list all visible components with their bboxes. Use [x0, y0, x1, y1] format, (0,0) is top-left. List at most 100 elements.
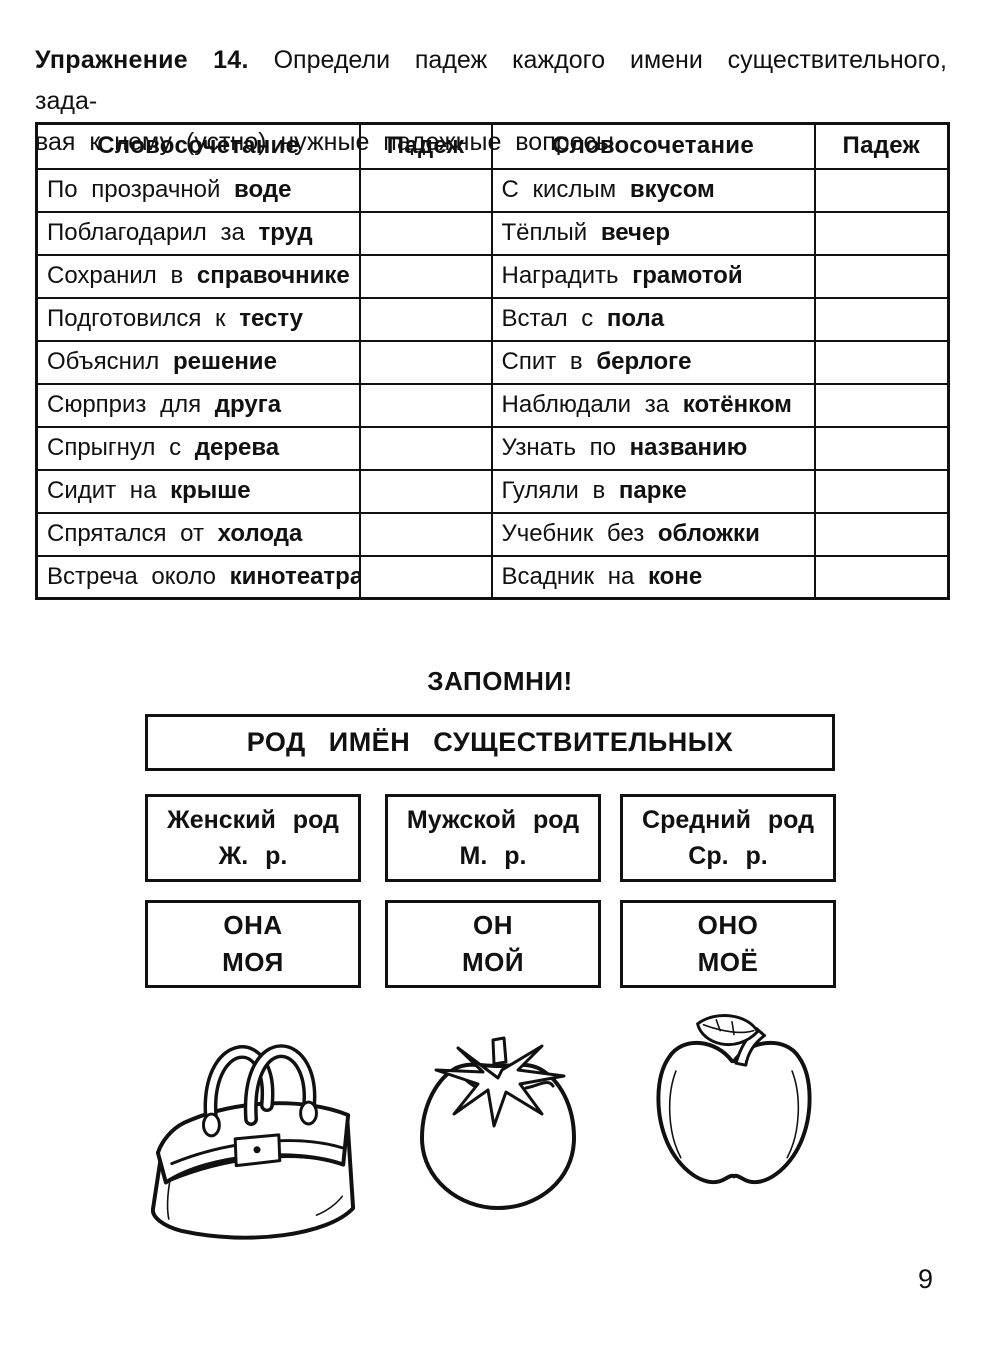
apple-illustration [645, 1010, 823, 1202]
phrase-keyword: пола [606, 305, 665, 332]
phrase-keyword: парке [618, 477, 687, 504]
phrase-cell: Объяснил решение [35, 339, 361, 385]
phrase-keyword: холода [217, 520, 303, 547]
phrase-cell: Учебник без обложки [490, 511, 816, 557]
pronoun-box-feminine: ОНА МОЯ [145, 900, 361, 988]
case-answer-cell [358, 253, 493, 299]
phrase-cell: Сохранил в справочнике [35, 253, 361, 299]
phrase-text: Спит в [501, 348, 583, 375]
phrase-keyword: воде [234, 176, 292, 203]
gender-abbr: Ср. р. [688, 842, 768, 870]
phrase-keyword: тесту [239, 305, 304, 332]
phrase-cell: По прозрачной воде [35, 167, 361, 213]
phrase-case-table: Словосочетание Падеж Словосочетание Паде… [35, 122, 950, 600]
case-answer-cell [358, 339, 493, 385]
pronoun: ОНА [223, 910, 283, 940]
phrase-cell: Сидит на крыше [35, 468, 361, 514]
phrase-text: Встал с [501, 305, 594, 332]
table-row: Сидит на крыше Гуляли в парке [35, 468, 950, 514]
noun-gender-title-box: РОД ИМЁН СУЩЕСТВИТЕЛЬНЫХ [145, 714, 835, 771]
phrase-cell: Спрятался от холода [35, 511, 361, 557]
phrase-text: Сюрприз для [47, 391, 202, 418]
gender-name: Женский род [167, 806, 339, 834]
phrase-text: Спрыгнул с [47, 434, 182, 461]
case-answer-cell [813, 296, 950, 342]
case-answer-cell [813, 382, 950, 428]
phrase-cell: Подготовился к тесту [35, 296, 361, 342]
case-answer-cell [358, 554, 493, 600]
case-answer-cell [813, 511, 950, 557]
phrase-text: Узнать по [501, 434, 616, 461]
phrase-cell: Всадник на коне [490, 554, 816, 600]
exercise-number: Упражнение 14. [35, 46, 249, 74]
instructions-line-1: Упражнение 14. Определи падеж каждого им… [35, 40, 947, 122]
phrase-keyword: справочнике [196, 262, 350, 289]
phrase-text: Тёплый [501, 219, 588, 246]
phrase-cell: Встреча около кинотеатра [35, 554, 361, 600]
phrase-cell: Наблюдали за котёнком [490, 382, 816, 428]
case-answer-cell [358, 210, 493, 256]
handbag-illustration [148, 1002, 366, 1240]
case-answer-cell [358, 382, 493, 428]
column-header-phrase: Словосочетание [490, 122, 816, 170]
table-row: По прозрачной воде С кислым вкусом [35, 167, 950, 213]
pronoun-box-neuter: ОНО МОЁ [620, 900, 836, 988]
gender-abbr: М. р. [459, 842, 527, 870]
phrase-text: Сидит на [47, 477, 157, 504]
table-row: Сохранил в справочнике Наградить грамото… [35, 253, 950, 299]
phrase-text: Подготовился к [47, 305, 226, 332]
phrase-cell: Встал с пола [490, 296, 816, 342]
phrase-cell: Сюрприз для друга [35, 382, 361, 428]
phrase-keyword: вкусом [629, 176, 715, 203]
possessive: МОЁ [697, 947, 759, 977]
table-row: Сюрприз для друга Наблюдали за котёнком [35, 382, 950, 428]
case-answer-cell [813, 167, 950, 213]
case-answer-cell [813, 253, 950, 299]
phrase-cell: Узнать по названию [490, 425, 816, 471]
pronoun: ОНО [697, 910, 759, 940]
phrase-cell: Спрыгнул с дерева [35, 425, 361, 471]
case-answer-cell [813, 425, 950, 471]
phrase-keyword: труд [258, 219, 313, 246]
phrase-keyword: вечер [600, 219, 670, 246]
phrase-keyword: дерева [194, 434, 280, 461]
instructions-text: Определи падеж каждого имени существител… [35, 46, 947, 115]
possessive: МОЯ [222, 947, 284, 977]
case-answer-cell [358, 296, 493, 342]
column-header-phrase: Словосочетание [35, 122, 361, 170]
case-answer-cell [358, 425, 493, 471]
case-answer-cell [813, 339, 950, 385]
phrase-cell: С кислым вкусом [490, 167, 816, 213]
gender-name: Средний род [642, 806, 814, 834]
phrase-keyword: обложки [657, 520, 760, 547]
phrase-text: Встреча около [47, 562, 216, 590]
phrase-keyword: друга [214, 391, 282, 418]
phrase-keyword: крыше [170, 477, 251, 504]
case-answer-cell [358, 167, 493, 213]
phrase-keyword: берлоге [596, 348, 692, 375]
table-row: Подготовился к тесту Встал с пола [35, 296, 950, 342]
gender-box-neuter: Средний род Ср. р. [620, 794, 836, 882]
phrase-cell: Спит в берлоге [490, 339, 816, 385]
tomato-illustration [398, 1020, 598, 1228]
phrase-text: Наградить [501, 262, 619, 289]
phrase-keyword: кинотеатра [229, 562, 360, 590]
gender-name: Мужской род [406, 806, 580, 834]
table-header-row: Словосочетание Падеж Словосочетание Паде… [35, 122, 950, 170]
gender-box-masculine: Мужской род М. р. [385, 794, 601, 882]
pronoun-box-masculine: ОН МОЙ [385, 900, 601, 988]
gender-abbr: Ж. р. [218, 842, 288, 870]
case-answer-cell [813, 468, 950, 514]
remember-heading: ЗАПОМНИ! [427, 666, 573, 696]
phrase-keyword: названию [629, 434, 748, 461]
table-row: Встреча около кинотеатра Всадник на коне [35, 554, 950, 600]
phrase-cell: Гуляли в парке [490, 468, 816, 514]
phrase-cell: Наградить грамотой [490, 253, 816, 299]
phrase-text: С кислым [501, 176, 617, 203]
table-row: Поблагодарил за труд Тёплый вечер [35, 210, 950, 256]
page-number: 9 [918, 1264, 934, 1294]
phrase-text: Объяснил [47, 348, 160, 375]
table-row: Спрятался от холода Учебник без обложки [35, 511, 950, 557]
phrase-text: Всадник на [501, 562, 635, 590]
